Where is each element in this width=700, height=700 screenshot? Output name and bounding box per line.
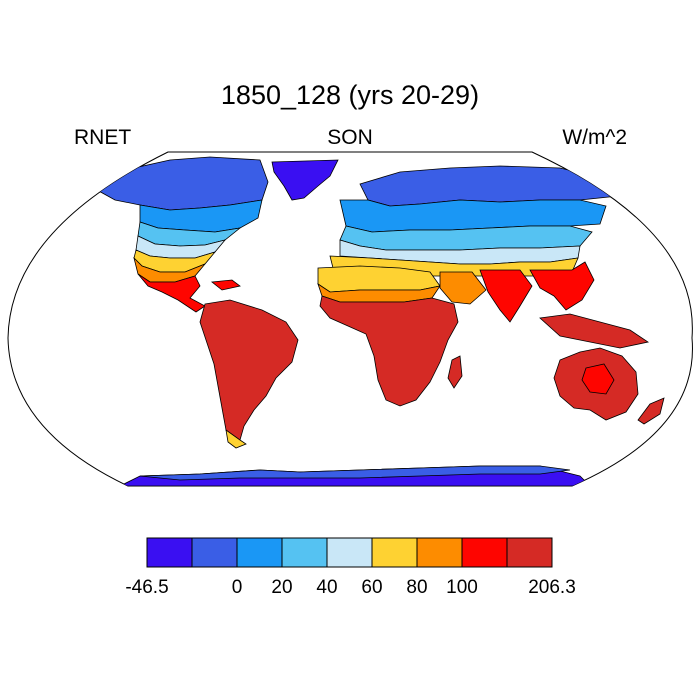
greenland: [271, 159, 339, 201]
indonesia: [539, 313, 650, 349]
patagonia: [225, 429, 247, 449]
madagascar: [447, 355, 463, 389]
india: [479, 269, 533, 323]
plot-title: 1850_128 (yrs 20-29): [220, 80, 480, 110]
variable-label: RNET: [74, 126, 132, 149]
colorbar-tick-label: -46.5: [125, 577, 168, 598]
colorbar-box-2: [236, 537, 283, 568]
australia-interior: [581, 363, 615, 395]
caribbean-islands: [210, 279, 241, 291]
new-zealand: [637, 397, 665, 425]
antarctica-edge: [139, 465, 571, 481]
africa: [319, 295, 459, 407]
colorbar-tick-label: 20: [271, 577, 292, 598]
colorbar-box-1: [191, 537, 238, 568]
colorbar-box-4: [326, 537, 373, 568]
units-label: W/m^2: [562, 126, 627, 149]
colorbar-box-8: [506, 537, 553, 568]
colorbar-tick-label: 100: [446, 577, 478, 598]
colorbar-tick-label: 0: [232, 577, 243, 598]
colorbar-box-3: [281, 537, 328, 568]
colorbar-box-0: [146, 537, 193, 568]
colorbar-box-5: [371, 537, 418, 568]
south-america: [199, 299, 299, 445]
season-label: SON: [327, 126, 373, 149]
central-america: [137, 273, 206, 313]
southeast-asia: [529, 261, 595, 311]
colorbar-tick-label: 40: [316, 577, 337, 598]
colorbar-tick-label: 206.3: [528, 577, 576, 598]
colorbar-tick-label: 60: [361, 577, 382, 598]
colorbar-box-6: [416, 537, 463, 568]
colorbar-tick-label: 80: [406, 577, 427, 598]
arabia: [439, 271, 487, 305]
colorbar-box-7: [461, 537, 508, 568]
